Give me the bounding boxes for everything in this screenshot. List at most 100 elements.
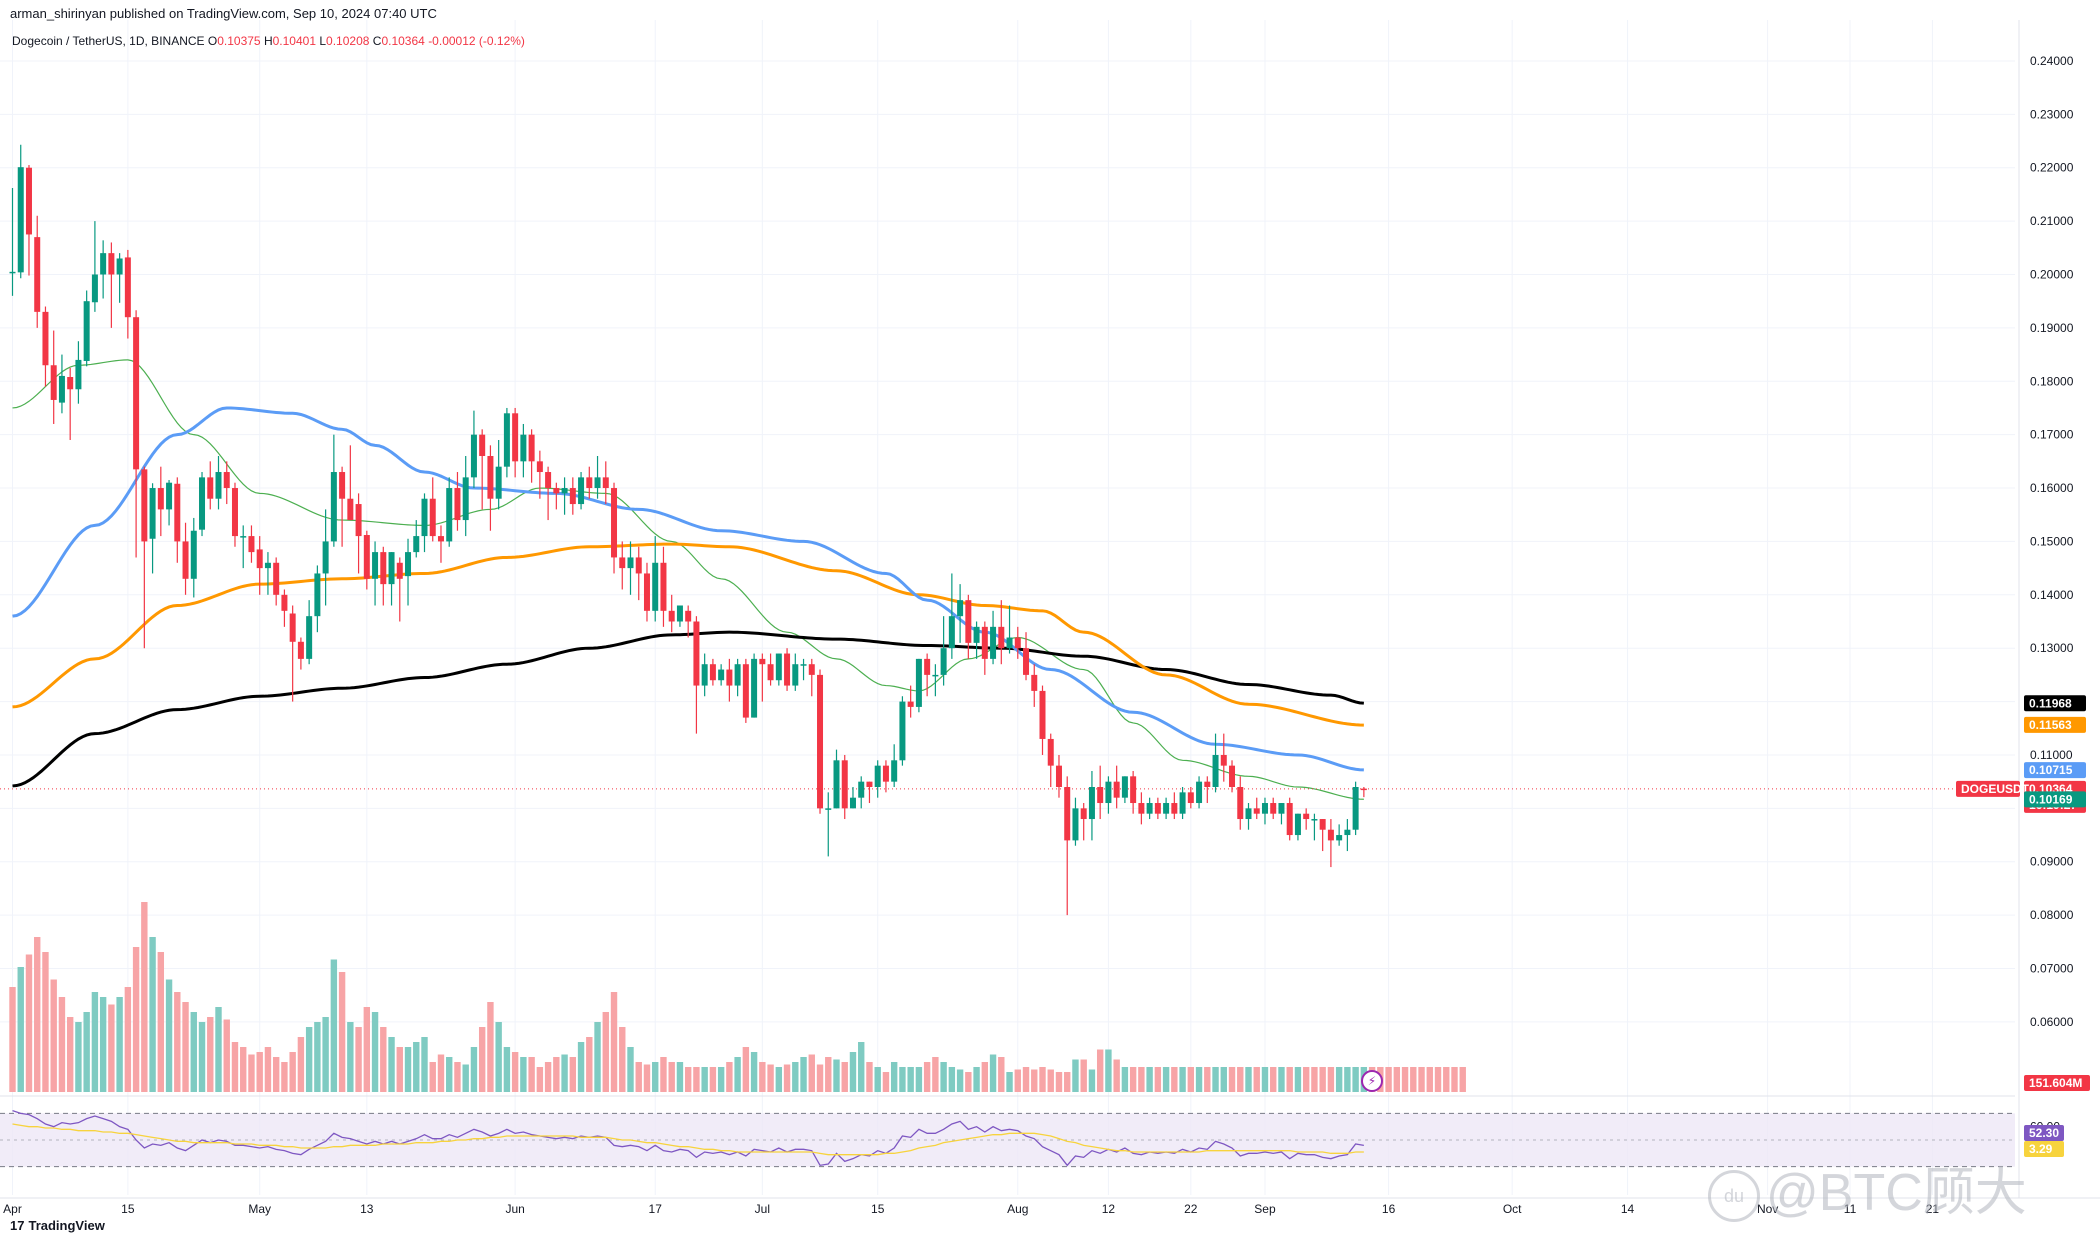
candle-body: [924, 658, 931, 675]
candle-body: [17, 167, 24, 273]
candle-body: [454, 488, 461, 521]
volume-bar: [75, 1022, 82, 1092]
price-tag-bg: [2024, 695, 2086, 712]
volume-bar: [956, 1069, 964, 1092]
candle-body: [734, 664, 741, 686]
volume-bar: [141, 902, 148, 1092]
x-tick-label: 15: [871, 1202, 885, 1216]
volume-bar: [421, 1037, 428, 1092]
rsi-ma-tag: 3.29: [2029, 1142, 2053, 1156]
candle-body: [701, 664, 708, 686]
candle-body: [322, 541, 329, 574]
price-axis[interactable]: 0.24000 0.23000 0.22000 0.21000 0.20000 0.190…: [2030, 54, 2074, 1134]
candle-body: [421, 498, 428, 537]
volume-bar: [347, 1022, 354, 1092]
volume-bar: [17, 967, 24, 1092]
y-tick-label: 0.14000: [2030, 588, 2074, 602]
volume-bar: [256, 1052, 263, 1092]
candle-body: [676, 605, 683, 622]
y-tick-label: 0.19000: [2030, 321, 2074, 335]
volume-bar: [1335, 1067, 1343, 1092]
volume-bar: [948, 1067, 956, 1092]
candle-body: [339, 472, 346, 499]
volume-bar: [528, 1057, 535, 1092]
volume-bar: [413, 1042, 420, 1092]
volume-bar: [1311, 1067, 1318, 1092]
volume-bar: [709, 1067, 717, 1092]
candle-body: [940, 648, 947, 675]
volume-bar: [462, 1064, 469, 1092]
rsi-value-tag: 52.30: [2029, 1126, 2059, 1140]
paw-icon: du: [1708, 1170, 1760, 1223]
candle-body: [907, 701, 914, 707]
candle-body: [718, 669, 725, 681]
candle-body: [784, 653, 791, 686]
candle-body: [817, 674, 824, 809]
volume-bar: [701, 1067, 708, 1092]
ma-orange-line: [12, 542, 1364, 727]
volume-bar: [264, 1047, 272, 1092]
low-value: 0.10208: [326, 34, 370, 48]
volume-bar: [1014, 1069, 1021, 1092]
x-tick-label: Apr: [3, 1202, 22, 1216]
x-tick-label: 11: [1844, 1202, 1857, 1216]
volume-bar: [1385, 1067, 1392, 1092]
candle-body: [495, 466, 502, 499]
candle-body: [479, 434, 486, 457]
watermark: du @BTC顾大: [1708, 1150, 2027, 1225]
volume-bar: [99, 997, 107, 1092]
candle-body: [1014, 637, 1021, 649]
volume-bar: [511, 1052, 519, 1092]
volume-bar: [1443, 1067, 1450, 1092]
volume-bar: [1327, 1067, 1335, 1092]
lightning-icon[interactable]: ⚡: [1361, 1070, 1383, 1092]
volume-bar: [1261, 1067, 1269, 1092]
volume-bar: [915, 1067, 923, 1092]
volume-bar: [981, 1062, 989, 1092]
volume-bar: [1459, 1067, 1466, 1092]
candle-body: [355, 504, 362, 537]
volume-bar: [429, 1062, 436, 1092]
candle-body: [545, 472, 552, 489]
volume-bar: [1286, 1067, 1293, 1092]
candle-body: [512, 413, 519, 462]
low-label: L: [319, 34, 327, 48]
candle-body: [240, 536, 247, 538]
volume-bar: [602, 1012, 609, 1092]
volume-bar: [1031, 1069, 1038, 1092]
volume-bar: [652, 1062, 659, 1092]
volume-bar: [1179, 1067, 1186, 1092]
x-tick-label: Jul: [755, 1202, 770, 1216]
volume-bar: [207, 1017, 214, 1092]
volume-bar: [289, 1052, 296, 1092]
volume-bar: [684, 1067, 692, 1092]
volume-bar: [841, 1062, 848, 1092]
y-tick-label: 0.23000: [2030, 107, 2074, 121]
x-tick-label: 22: [1184, 1202, 1198, 1216]
symbol-tag: DOGEUSDT: [1961, 782, 2030, 796]
price-tags: 0.119680.115630.107150.10364DOGEUSDT16:1…: [1956, 695, 2090, 1157]
candle-body: [553, 488, 560, 494]
candle-body: [866, 781, 873, 788]
y-tick-label: 0.07000: [2030, 962, 2074, 976]
candle-body: [1179, 792, 1186, 814]
volume-bar: [825, 1057, 832, 1092]
symbol-title[interactable]: Dogecoin / TetherUS, 1D, BINANCE: [12, 34, 205, 48]
volume-bar: [388, 1037, 395, 1092]
rsi-panel: [0, 1110, 2015, 1168]
volume-bar: [437, 1054, 445, 1092]
candle-body: [1055, 765, 1062, 788]
tradingview-logo-icon[interactable]: 17 TradingView: [10, 1218, 105, 1233]
volume-bar: [396, 1047, 403, 1092]
candle-body: [166, 482, 173, 510]
candle-body: [891, 760, 898, 782]
candle-body: [231, 488, 238, 537]
candle-body: [91, 274, 98, 303]
candle-body: [767, 664, 774, 681]
volume-bar: [544, 1062, 552, 1092]
volume-bar: [577, 1042, 585, 1092]
time-axis[interactable]: Apr 15 May 13 Jun 17 Jul 15 Aug 12 22 Sep 16 Oct 14 Nov…: [3, 1202, 1939, 1216]
y-tick-label: 0.20000: [2030, 267, 2074, 281]
volume-bar: [157, 952, 165, 1092]
